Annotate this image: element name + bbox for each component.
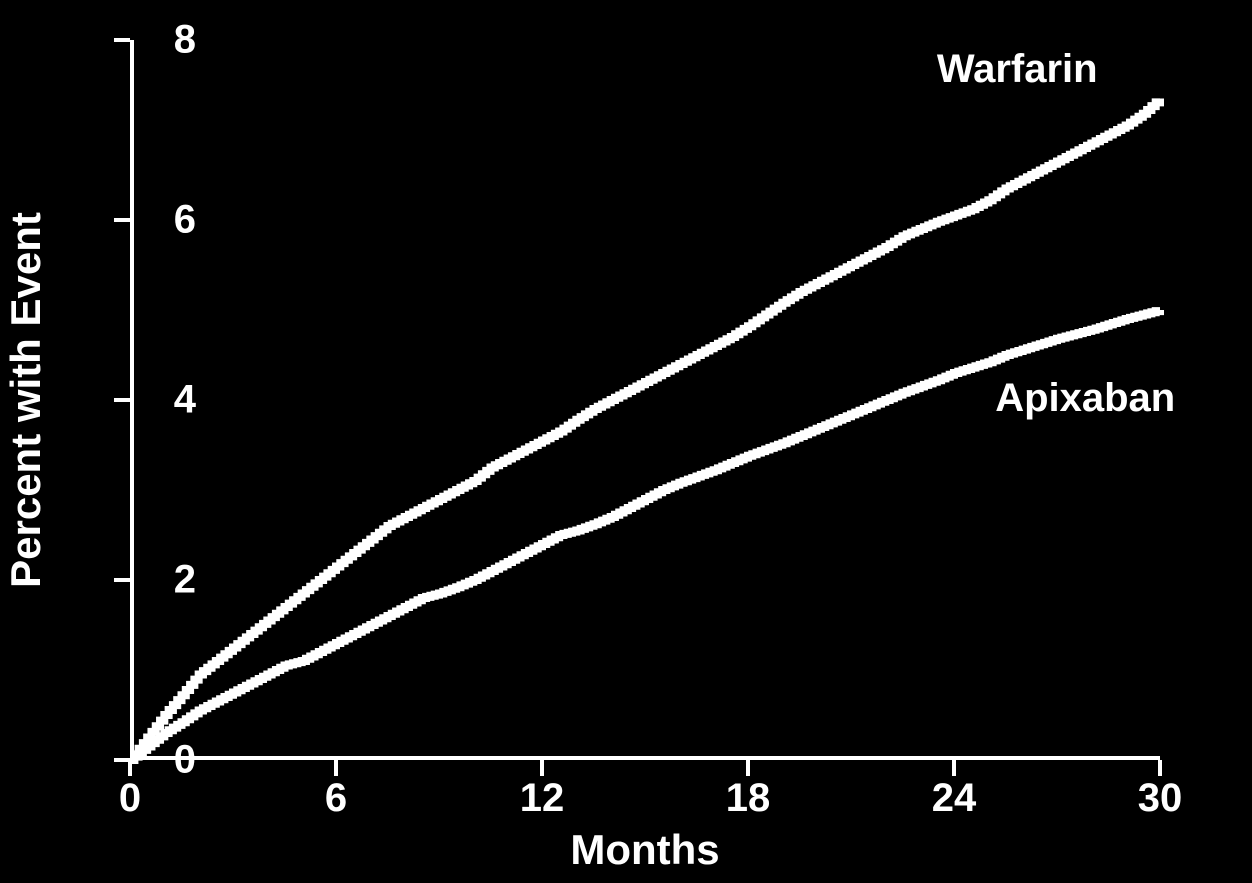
x-tick bbox=[952, 760, 956, 776]
warfarin-line bbox=[130, 99, 1160, 761]
x-tick-label: 30 bbox=[1138, 776, 1183, 821]
apixaban-label: Apixaban bbox=[995, 376, 1175, 421]
x-axis-title: Months bbox=[570, 826, 719, 874]
y-tick-label: 0 bbox=[174, 738, 196, 783]
x-tick bbox=[540, 760, 544, 776]
x-tick bbox=[746, 760, 750, 776]
x-tick-label: 18 bbox=[726, 776, 771, 821]
x-tick bbox=[1158, 760, 1162, 776]
y-tick bbox=[114, 38, 130, 42]
y-tick-label: 6 bbox=[174, 198, 196, 243]
y-tick bbox=[114, 578, 130, 582]
y-tick bbox=[114, 398, 130, 402]
warfarin-label: Warfarin bbox=[937, 47, 1098, 92]
x-tick bbox=[128, 760, 132, 776]
x-tick-label: 0 bbox=[119, 776, 141, 821]
y-axis-title: Percent with Event bbox=[2, 212, 50, 588]
x-tick-label: 12 bbox=[520, 776, 565, 821]
x-tick bbox=[334, 760, 338, 776]
y-tick-label: 4 bbox=[174, 378, 196, 423]
x-tick-label: 6 bbox=[325, 776, 347, 821]
y-tick-label: 2 bbox=[174, 558, 196, 603]
y-tick bbox=[114, 218, 130, 222]
x-tick-label: 24 bbox=[932, 776, 977, 821]
y-tick-label: 8 bbox=[174, 18, 196, 63]
